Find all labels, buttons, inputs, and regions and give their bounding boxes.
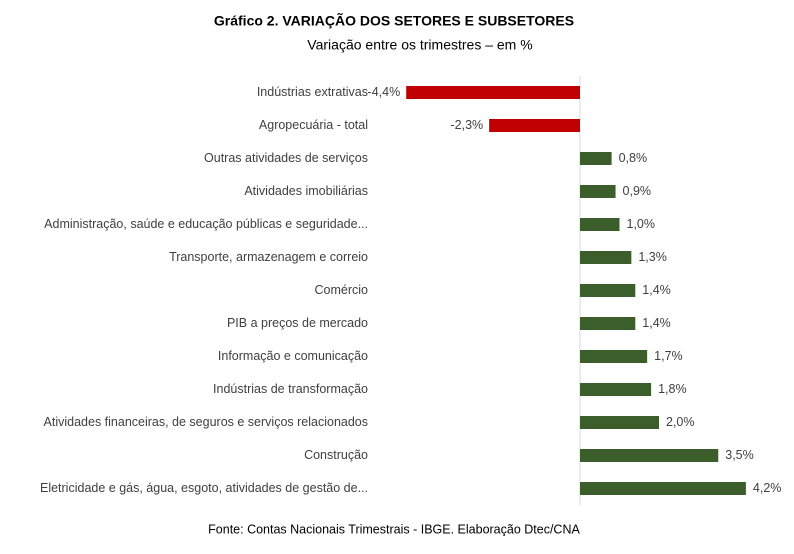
bar [580, 218, 620, 231]
y-tick-label: PIB a preços de mercado [227, 316, 368, 330]
y-tick-label: Agropecuária - total [259, 118, 368, 132]
y-tick-label: Atividades imobiliárias [244, 184, 368, 198]
bar [580, 350, 648, 363]
data-label: 1,4% [642, 283, 671, 297]
y-tick-label: Transporte, armazenagem e correio [169, 250, 368, 264]
bar [580, 383, 652, 396]
data-label: 4,2% [753, 481, 782, 495]
source-note: Fonte: Contas Nacionais Trimestrais - IB… [208, 522, 580, 536]
y-tick-label: Comércio [315, 283, 369, 297]
data-label: 0,8% [619, 151, 648, 165]
data-label: 1,4% [642, 316, 671, 330]
chart-subtitle: Variação entre os trimestres – em % [307, 37, 532, 53]
data-label: 0,9% [623, 184, 652, 198]
data-label: 1,0% [627, 217, 656, 231]
y-tick-label: Indústrias extrativas [257, 85, 368, 99]
y-tick-label: Eletricidade e gás, água, esgoto, ativid… [40, 481, 368, 495]
bar [580, 416, 659, 429]
data-label: 1,7% [654, 349, 683, 363]
bar [580, 251, 632, 264]
bar [580, 482, 746, 495]
bar [489, 119, 580, 132]
bar [406, 86, 580, 99]
bar [580, 284, 636, 297]
y-tick-label: Indústrias de transformação [213, 382, 368, 396]
chart-title: Gráfico 2. VARIAÇÃO DOS SETORES E SUBSET… [214, 12, 574, 29]
y-tick-label: Informação e comunicação [218, 349, 368, 363]
bar [580, 185, 616, 198]
y-tick-label: Outras atividades de serviços [204, 151, 368, 165]
data-label: 1,3% [638, 250, 667, 264]
y-tick-label: Atividades financeiras, de seguros e ser… [44, 415, 368, 429]
y-tick-label: Construção [304, 448, 368, 462]
bar [580, 317, 636, 330]
data-label: 1,8% [658, 382, 687, 396]
y-tick-label: Administração, saúde e educação públicas… [44, 217, 368, 231]
data-label: -4,4% [368, 85, 401, 99]
data-label: -2,3% [450, 118, 483, 132]
bar [580, 449, 719, 462]
data-label: 2,0% [666, 415, 695, 429]
data-label: 3,5% [725, 448, 754, 462]
bar [580, 152, 612, 165]
